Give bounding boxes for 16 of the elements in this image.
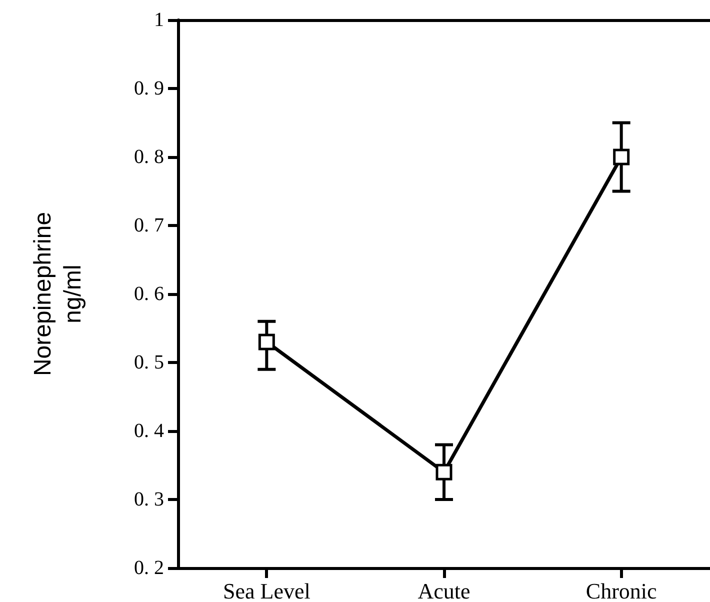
- point: [436, 464, 452, 480]
- x-tick-label: Chronic: [586, 578, 657, 602]
- y-axis-title: Norepinephrine ng/ml: [30, 212, 86, 376]
- y-tick-label: 0. 7: [134, 214, 164, 236]
- x-tick-label: Acute: [418, 578, 470, 602]
- y-tick-label: 0. 4: [134, 420, 164, 442]
- y-tick-label: 0. 5: [134, 352, 164, 374]
- y-tick-label: 0. 6: [134, 283, 164, 305]
- point: [613, 148, 630, 166]
- point: [258, 334, 275, 350]
- y-tick-label: 0. 9: [134, 78, 164, 100]
- x-tick-label: Sea Level: [222, 578, 310, 602]
- y-tick-label: 0. 3: [134, 488, 164, 510]
- y-tick-label: 1: [154, 9, 164, 31]
- y-tick-label: 0. 2: [134, 557, 164, 579]
- y-tick-label: 0. 8: [134, 146, 164, 168]
